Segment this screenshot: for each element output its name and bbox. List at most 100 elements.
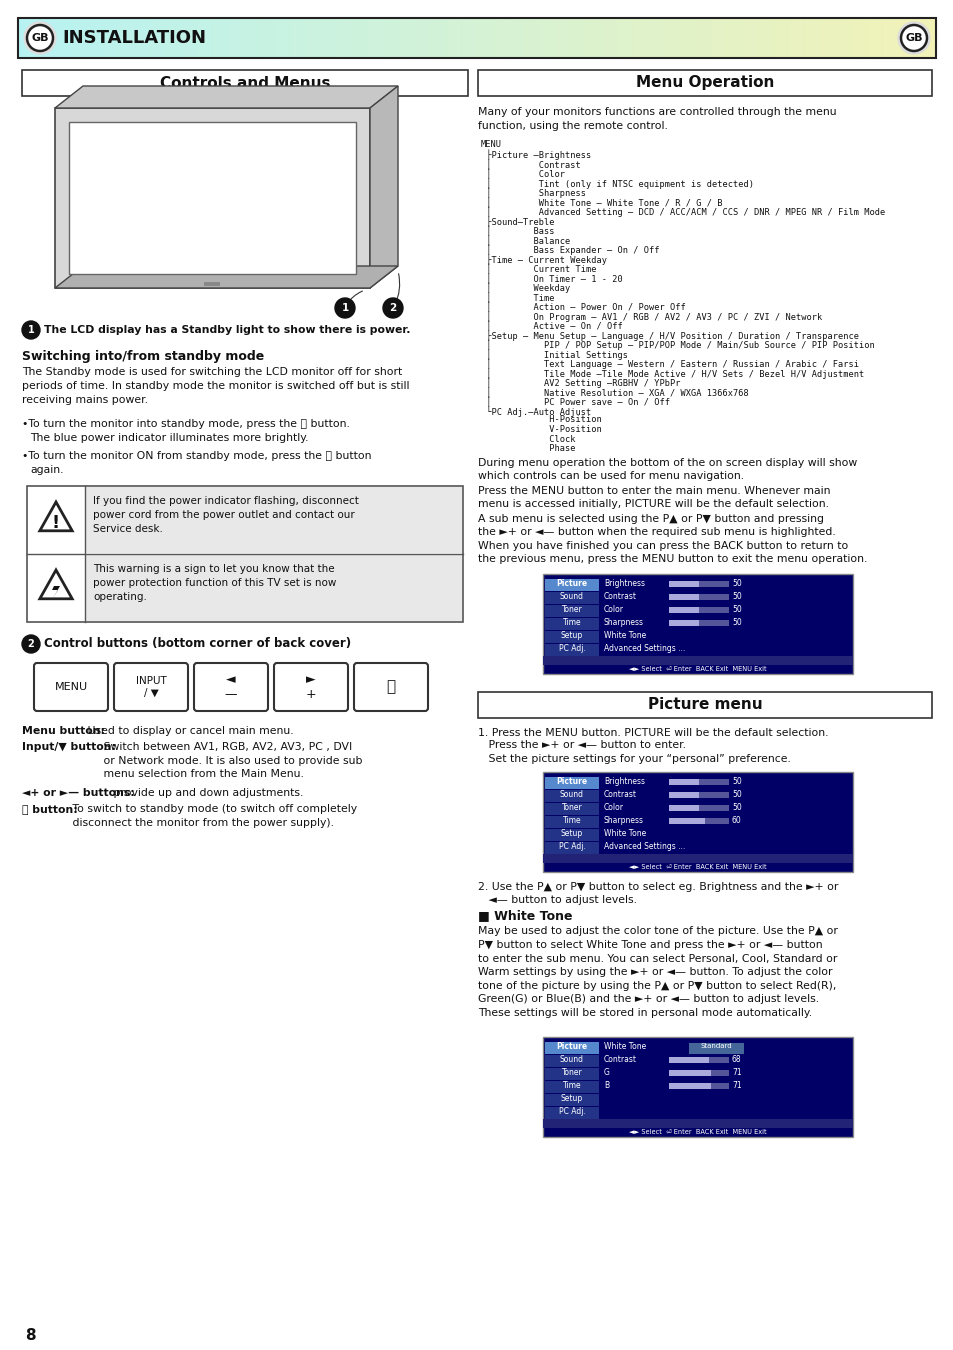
FancyBboxPatch shape: [193, 663, 268, 711]
Text: 50: 50: [731, 579, 741, 589]
Text: Switching into/from standby mode: Switching into/from standby mode: [22, 350, 264, 363]
Text: again.: again.: [30, 464, 64, 475]
Text: INPUT
/ ▼: INPUT / ▼: [135, 676, 166, 698]
Text: ├Picture —Brightness: ├Picture —Brightness: [480, 150, 591, 161]
Text: The LCD display has a Standby light to show there is power.: The LCD display has a Standby light to s…: [44, 325, 410, 335]
Bar: [544, 1041, 598, 1053]
Text: Brightness: Brightness: [603, 778, 644, 786]
Text: Picture: Picture: [556, 1042, 587, 1052]
Text: B: B: [603, 1081, 608, 1089]
Bar: [544, 802, 598, 814]
Bar: [86, 487, 461, 554]
FancyBboxPatch shape: [354, 663, 428, 711]
Text: Menu button:: Menu button:: [22, 726, 105, 736]
Text: 68: 68: [731, 1054, 740, 1064]
Text: Contrast: Contrast: [603, 593, 637, 601]
Circle shape: [24, 22, 56, 54]
Bar: [668, 805, 699, 810]
Text: Input/▼ button:: Input/▼ button:: [22, 743, 116, 752]
Bar: [668, 1069, 728, 1076]
Bar: [688, 1042, 743, 1053]
Bar: [668, 779, 699, 784]
Text: 50: 50: [731, 790, 741, 799]
Text: A sub menu is selected using the P▲ or P▼ button and pressing
the ►+ or ◄— butto: A sub menu is selected using the P▲ or P…: [477, 513, 866, 564]
Text: │        Action — Power On / Power Off: │ Action — Power On / Power Off: [480, 301, 685, 312]
Circle shape: [900, 26, 926, 51]
Text: Sound: Sound: [559, 593, 583, 601]
Bar: [668, 594, 699, 599]
Circle shape: [897, 22, 929, 54]
Text: 1: 1: [28, 325, 34, 335]
Text: ⏻ button:: ⏻ button:: [22, 805, 77, 814]
Text: ■ White Tone: ■ White Tone: [477, 910, 572, 922]
Text: Menu Operation: Menu Operation: [635, 76, 774, 90]
Text: G: G: [603, 1068, 609, 1077]
Bar: [668, 805, 728, 810]
Text: │        Balance: │ Balance: [480, 235, 570, 246]
Bar: [542, 853, 852, 863]
Text: 2. Use the P▲ or P▼ button to select eg. Brightness and the ►+ or
   ◄— button t: 2. Use the P▲ or P▼ button to select eg.…: [477, 882, 838, 905]
Text: PC Adj.: PC Adj.: [558, 644, 585, 653]
Text: ◄► Select  ⏎ Enter  BACK Exit  MENU Exit: ◄► Select ⏎ Enter BACK Exit MENU Exit: [629, 666, 766, 672]
Polygon shape: [55, 266, 397, 288]
Bar: [544, 815, 598, 828]
Bar: [668, 606, 699, 613]
Text: Many of your monitors functions are controlled through the menu
function, using : Many of your monitors functions are cont…: [477, 107, 836, 131]
Text: Time: Time: [562, 618, 580, 626]
Text: provide up and down adjustments.: provide up and down adjustments.: [111, 788, 303, 798]
Bar: [22, 70, 468, 96]
Bar: [544, 1054, 598, 1067]
Circle shape: [22, 634, 40, 653]
Text: 60: 60: [731, 815, 741, 825]
Bar: [542, 574, 852, 674]
Bar: [544, 644, 598, 656]
Text: Time: Time: [562, 1081, 580, 1089]
Text: ◄► Select  ⏎ Enter  BACK Exit  MENU Exit: ◄► Select ⏎ Enter BACK Exit MENU Exit: [629, 1129, 766, 1135]
Bar: [544, 1107, 598, 1119]
Polygon shape: [52, 576, 60, 598]
Text: Toner: Toner: [561, 1068, 581, 1077]
Text: 71: 71: [731, 1081, 740, 1089]
Polygon shape: [370, 86, 397, 288]
Text: └PC Adj.—Auto Adjust: └PC Adj.—Auto Adjust: [480, 406, 591, 417]
Text: This warning is a sign to let you know that the
power protection function of thi: This warning is a sign to let you know t…: [92, 564, 336, 602]
Bar: [544, 1068, 598, 1080]
Text: GB: GB: [31, 32, 49, 43]
Text: Clock: Clock: [480, 435, 575, 444]
FancyBboxPatch shape: [113, 663, 188, 711]
Text: │          PC Power save — On / Off: │ PC Power save — On / Off: [480, 397, 669, 408]
Text: V-Position: V-Position: [480, 425, 601, 433]
Text: Picture menu: Picture menu: [647, 697, 761, 711]
Text: Used to display or cancel main menu.: Used to display or cancel main menu.: [84, 726, 294, 736]
Bar: [542, 656, 852, 664]
Text: Press the MENU button to enter the main menu. Whenever main
menu is accessed ini: Press the MENU button to enter the main …: [477, 486, 830, 509]
Bar: [542, 1119, 852, 1127]
Text: If you find the power indicator flashing, disconnect
power cord from the power o: If you find the power indicator flashing…: [92, 495, 358, 535]
Text: 50: 50: [731, 618, 741, 626]
Text: Picture: Picture: [556, 579, 587, 589]
Text: │         White Tone — White Tone / R / G / B: │ White Tone — White Tone / R / G / B: [480, 197, 721, 208]
Text: •To turn the monitor ON from standby mode, press the ⏻ button: •To turn the monitor ON from standby mod…: [22, 451, 371, 460]
Bar: [544, 617, 598, 629]
Text: │          Initial Settings: │ Initial Settings: [480, 350, 627, 359]
Text: │        Bass: │ Bass: [480, 225, 554, 236]
Bar: [542, 771, 852, 872]
Text: •To turn the monitor into standby mode, press the ⏻ button.: •To turn the monitor into standby mode, …: [22, 418, 350, 429]
Text: To switch to standby mode (to switch off completely
 disconnect the monitor from: To switch to standby mode (to switch off…: [69, 805, 356, 828]
Text: MENU: MENU: [480, 140, 501, 148]
Text: │        Current Time: │ Current Time: [480, 263, 596, 274]
Text: Toner: Toner: [561, 803, 581, 811]
Text: │         Tint (only if NTSC equipment is detected): │ Tint (only if NTSC equipment is detect…: [480, 178, 753, 189]
Bar: [668, 606, 728, 613]
Bar: [668, 1069, 710, 1076]
Text: 2: 2: [28, 639, 34, 649]
Bar: [544, 591, 598, 603]
Text: MENU: MENU: [54, 682, 88, 693]
Text: Setup: Setup: [560, 1094, 582, 1103]
Text: │          Native Resolution — XGA / WXGA 1366x768: │ Native Resolution — XGA / WXGA 1366x76…: [480, 387, 748, 398]
Bar: [668, 594, 728, 599]
Bar: [668, 779, 728, 784]
Text: ◄
—: ◄ —: [225, 674, 237, 701]
Text: PC Adj.: PC Adj.: [558, 842, 585, 850]
Text: The blue power indicator illuminates more brightly.: The blue power indicator illuminates mor…: [30, 433, 308, 443]
